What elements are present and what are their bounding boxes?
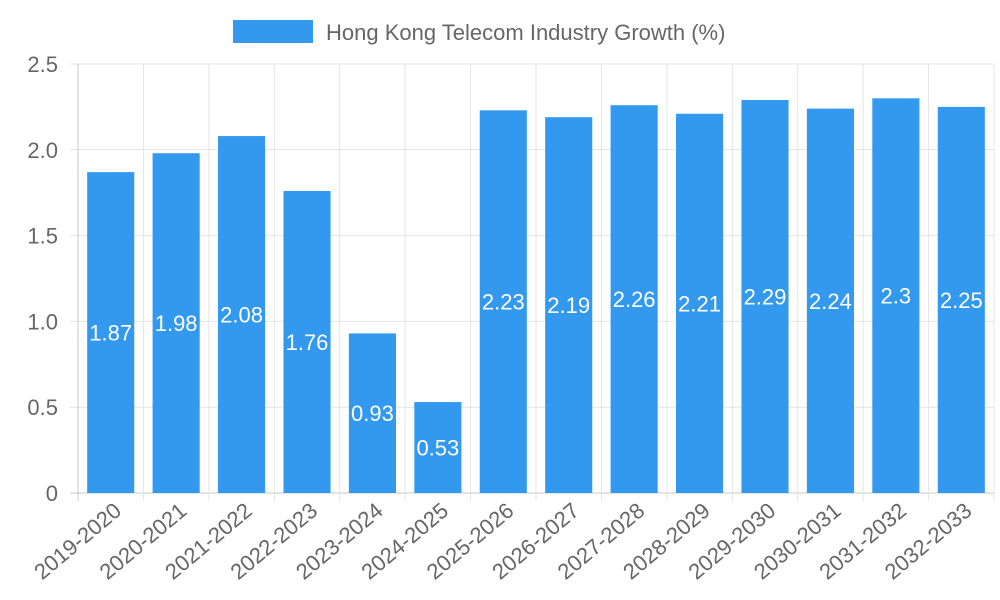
bars <box>87 98 985 494</box>
y-tick-label: 0 <box>46 481 58 506</box>
data-labels: 1.87 1.98 2.08 1.76 0.93 0.53 2.23 2.19 2.26 2.21… <box>89 284 982 461</box>
data-label: 1.76 <box>286 330 329 355</box>
data-label: 2.26 <box>613 287 656 312</box>
data-label: 2.23 <box>482 290 525 315</box>
bar[interactable] <box>872 98 920 493</box>
y-tick-label: 0.5 <box>27 395 58 420</box>
bar[interactable] <box>348 333 396 493</box>
bar[interactable] <box>479 110 527 493</box>
bar[interactable] <box>937 106 985 494</box>
data-label: 2.24 <box>809 289 852 314</box>
bar[interactable] <box>610 105 658 494</box>
bar[interactable] <box>87 172 135 493</box>
data-label: 2.29 <box>744 285 787 310</box>
data-label: 0.93 <box>351 401 394 426</box>
y-tick-label: 2.0 <box>27 138 58 163</box>
bar[interactable] <box>741 100 789 493</box>
grid <box>70 63 995 501</box>
data-label: 1.87 <box>89 321 132 346</box>
data-label: 2.25 <box>940 288 983 313</box>
data-label: 2.3 <box>881 284 912 309</box>
legend-label[interactable]: Hong Kong Telecom Industry Growth (%) <box>326 20 725 45</box>
data-label: 0.53 <box>416 436 459 461</box>
bar[interactable] <box>545 117 593 494</box>
bar[interactable] <box>676 113 724 493</box>
data-label: 2.08 <box>220 303 263 328</box>
bar[interactable] <box>414 402 462 493</box>
bar[interactable] <box>152 153 200 493</box>
bar[interactable] <box>283 190 331 493</box>
legend[interactable]: Hong Kong Telecom Industry Growth (%) <box>233 20 725 45</box>
x-axis: 2019-20202020-20212021-20222022-20232023… <box>29 498 976 585</box>
data-label: 2.19 <box>547 293 590 318</box>
y-tick-label: 1.5 <box>27 224 58 249</box>
y-axis: 0 0.5 1.0 1.5 2.0 2.5 <box>27 52 58 506</box>
bar[interactable] <box>218 136 266 493</box>
bar[interactable] <box>806 108 854 493</box>
data-label: 1.98 <box>155 311 198 336</box>
y-tick-label: 2.5 <box>27 52 58 77</box>
data-label: 2.21 <box>678 291 721 316</box>
y-tick-label: 1.0 <box>27 309 58 334</box>
legend-swatch[interactable] <box>233 20 313 43</box>
